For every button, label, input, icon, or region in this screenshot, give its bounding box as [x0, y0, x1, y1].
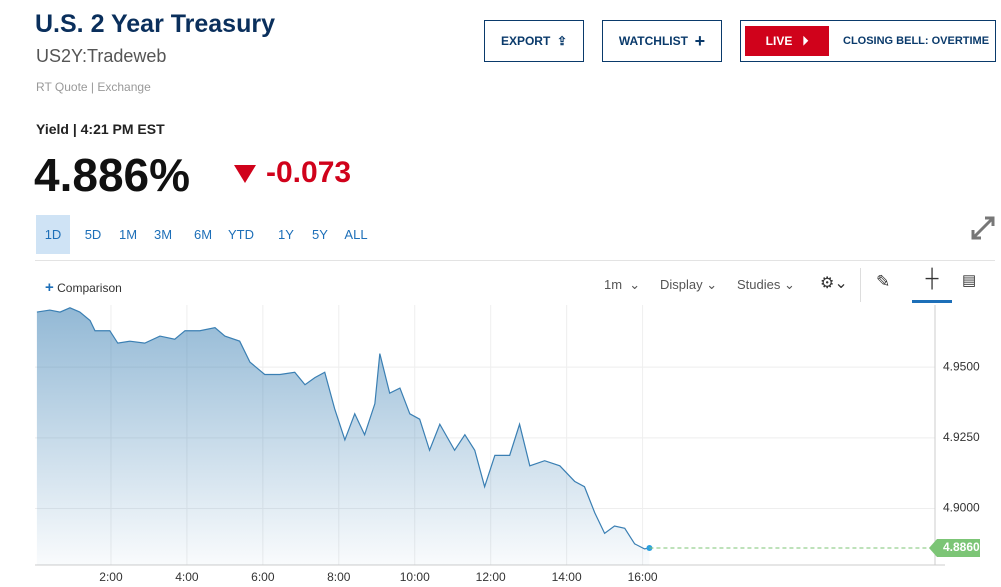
- line: [36, 307, 650, 550]
- comparison-text: Comparison: [57, 281, 122, 295]
- x-tick-label: 2:00: [99, 570, 123, 584]
- range-tab[interactable]: 1Y: [278, 227, 294, 242]
- range-tab[interactable]: 5Y: [312, 227, 328, 242]
- x-tick-label: 10:00: [400, 570, 430, 584]
- draw-icon[interactable]: ✎: [876, 272, 891, 291]
- title: U.S. 2 Year Treasury: [35, 10, 275, 38]
- expand-icon[interactable]: [970, 215, 996, 241]
- x-tick-label: 8:00: [327, 570, 351, 584]
- settings-icon[interactable]: ⚙⌄: [820, 275, 848, 292]
- range-tab[interactable]: 5D: [84, 227, 102, 242]
- last-price: 4.886%: [34, 149, 191, 201]
- live-button[interactable]: LIVE ⏵ CLOSING BELL: OVERTIME: [740, 20, 996, 62]
- range-tab[interactable]: 1D: [36, 215, 70, 254]
- export-button[interactable]: EXPORT ⇪: [484, 20, 584, 62]
- interval-text: 1m: [604, 277, 623, 292]
- divider: [35, 260, 995, 261]
- comment-icon[interactable]: ▤: [962, 272, 977, 289]
- x-tick-label: 12:00: [476, 570, 506, 584]
- live-badge: LIVE ⏵: [745, 26, 829, 56]
- range-tab[interactable]: YTD: [228, 227, 254, 242]
- x-tick-label: 14:00: [552, 570, 582, 584]
- live-text: LIVE: [765, 34, 793, 48]
- crosshair-icon[interactable]: ┼: [912, 268, 952, 303]
- watchlist-button[interactable]: WATCHLIST +: [602, 20, 722, 62]
- comparison[interactable]: + Comparison: [45, 279, 122, 296]
- watchlist-text: WATCHLIST: [618, 34, 688, 48]
- symbol: US2Y:Tradeweb: [36, 46, 167, 66]
- studies-menu[interactable]: Studies ⌄: [737, 277, 795, 292]
- change: -0.073: [266, 156, 352, 189]
- y-tick-label: 4.9500: [943, 359, 980, 373]
- range-tab[interactable]: ALL: [344, 227, 368, 242]
- studies-text: Studies: [737, 277, 781, 292]
- source: RT Quote | Exchange: [36, 80, 151, 94]
- live-show: CLOSING BELL: OVERTIME: [843, 35, 990, 47]
- x-tick-label: 4:00: [175, 570, 199, 584]
- x-tick-label: 6:00: [251, 570, 275, 584]
- down-arrow: [234, 165, 256, 183]
- export-text: EXPORT: [500, 34, 551, 48]
- tool-divider: [860, 268, 861, 302]
- display-text: Display: [660, 277, 703, 292]
- reference-tag: [929, 539, 980, 558]
- reference-label: 4.8860: [943, 540, 980, 554]
- interval[interactable]: 1m ⌄: [604, 277, 641, 292]
- quote-label: Yield | 4:21 PM EST: [36, 121, 165, 137]
- range-tab[interactable]: 1M: [118, 227, 138, 242]
- display-menu[interactable]: Display ⌄: [660, 277, 718, 292]
- x-tick-label: 16:00: [628, 570, 658, 584]
- y-tick-label: 4.9000: [943, 501, 980, 515]
- range-tab[interactable]: 6M: [193, 227, 213, 242]
- y-tick-label: 4.9250: [943, 430, 980, 444]
- range-tab[interactable]: 3M: [153, 227, 173, 242]
